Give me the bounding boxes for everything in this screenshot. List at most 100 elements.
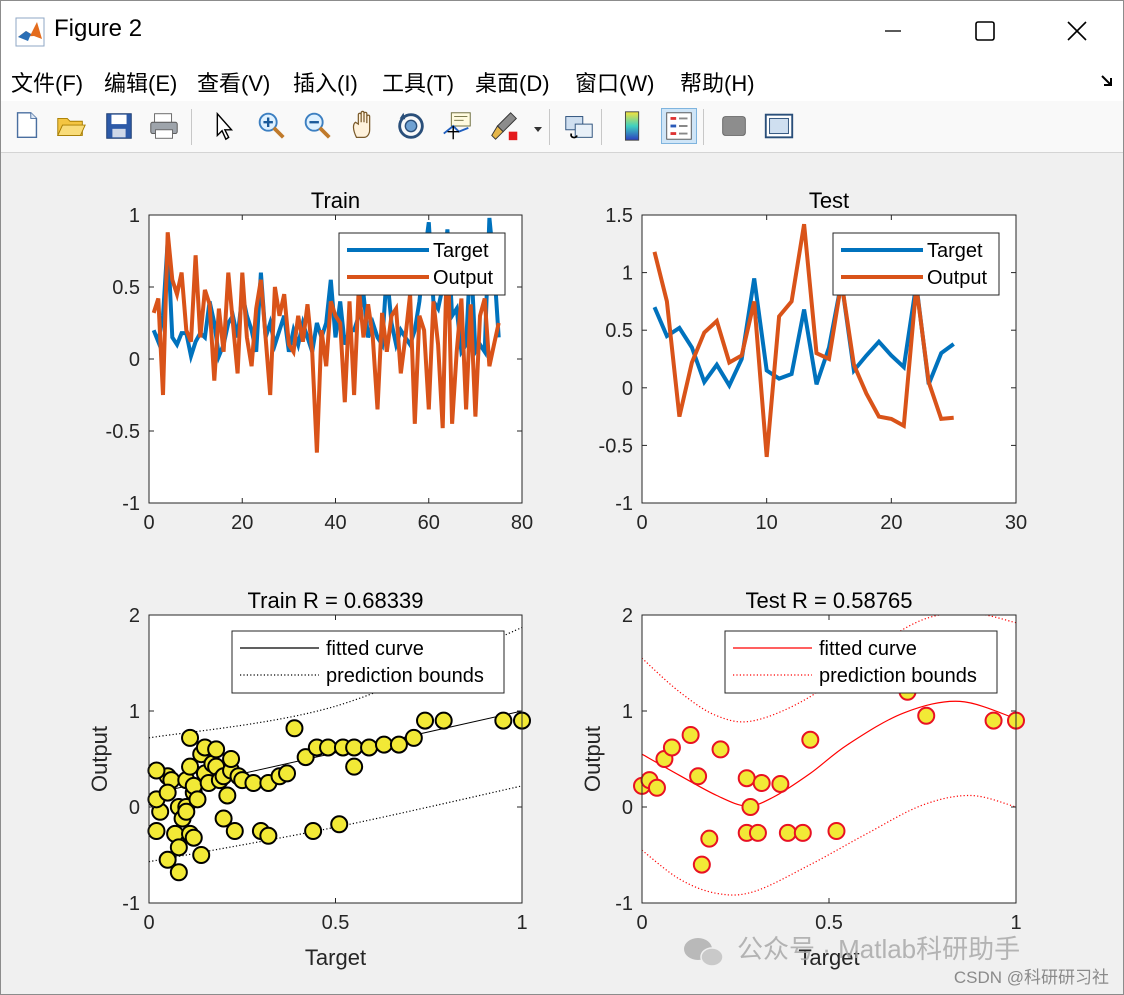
zoom-out-icon [304,112,331,139]
x-tick-label: 40 [324,512,346,534]
x-tick-label: 30 [1005,512,1027,534]
link-plot-icon [565,116,593,139]
y-tick-label: 1 [129,701,140,723]
x-tick-label: 20 [880,512,902,534]
data-point [345,738,364,757]
pan-button[interactable] [346,108,382,144]
series-line-output [652,223,954,458]
open-file-icon [57,117,86,136]
data-point [647,778,666,797]
zoom-out-button[interactable] [299,108,335,144]
dock-arrow-icon[interactable] [1099,73,1115,89]
csdn-watermark: CSDN @科研研习社 [954,968,1109,987]
data-point [296,748,315,767]
print-button[interactable] [146,108,182,144]
data-point [147,761,166,780]
zoom-in-icon [258,112,285,139]
data-point [319,738,338,757]
legend-box [832,232,1000,296]
data-point [737,769,756,788]
menu-insert[interactable]: 插入(I) [293,71,358,96]
legend[interactable]: Target Output [338,232,506,296]
colorbar-icon [624,111,640,141]
link-plot-button[interactable] [561,108,597,144]
hide-plot-tools-button[interactable] [716,108,752,144]
brush-dropdown-arrow[interactable] [533,121,543,132]
watermark: 公众号 · Matlab科研助手 CSDN @科研研习社 [684,934,1109,987]
chart-title: Train [311,188,360,213]
toolbar [1,101,1123,153]
save-button[interactable] [101,108,137,144]
legend-box [231,630,505,694]
legend-icon [666,112,692,140]
data-point [177,802,196,821]
data-point [389,735,408,754]
title-bar[interactable]: Figure 2 [1,1,1123,61]
legend[interactable]: fitted curve prediction bounds [724,630,998,694]
y-tick-label: 1 [622,701,633,723]
x-axis-label: Target [305,945,366,970]
show-plot-tools-button[interactable] [761,108,797,144]
y-tick-label: 2 [129,605,140,627]
menu-desktop[interactable]: 桌面(D) [475,71,550,96]
open-file-button[interactable] [53,108,89,144]
close-button[interactable] [1031,1,1123,61]
minimize-button[interactable] [847,1,939,61]
menu-tools[interactable]: 工具(T) [382,71,455,96]
menu-edit[interactable]: 编辑(E) [104,71,178,96]
colorbar-button[interactable] [615,108,651,144]
x-tick-label: 1 [516,912,527,934]
data-point [207,740,226,759]
legend-label: Output [433,267,493,289]
data-point [188,790,207,809]
prediction-bound-upper [642,615,1016,723]
x-tick-label: 20 [231,512,253,534]
legend-box [724,630,998,694]
hide-plot-tools-icon [722,116,746,136]
legend-button[interactable] [661,108,697,144]
data-point [681,726,700,744]
x-tick-label: 10 [756,512,778,534]
legend[interactable]: fitted curve prediction bounds [231,630,505,694]
data-cursor-button[interactable] [439,108,475,144]
y-tick-label: 0.5 [605,320,633,342]
y-tick-label: 0 [622,797,633,819]
menu-view[interactable]: 查看(V) [197,71,271,96]
data-point [434,711,453,730]
menu-help[interactable]: 帮助(H) [680,71,755,96]
legend[interactable]: Target Output [832,232,1000,296]
data-point [748,823,767,842]
data-point [662,738,681,757]
data-point [752,774,771,792]
new-figure-button[interactable] [9,108,45,144]
show-plot-tools-icon [764,113,794,139]
test-series-axes[interactable]: 0 10 20 30 -1 -0.5 0 0.5 1 1.5 Test Target Output [599,188,1028,534]
y-tick-label: 0.5 [112,277,140,299]
fitted-curve [642,700,1016,807]
maximize-button[interactable] [939,1,1031,61]
pan-icon [352,110,371,138]
train-series-axes[interactable]: 0 20 40 60 80 -1 -0.5 0 0.5 1 Train Target Output [106,188,534,534]
matlab-logo-icon [15,17,45,47]
menu-file[interactable]: 文件(F) [11,71,84,96]
legend-label: fitted curve [326,638,424,660]
brush-button[interactable] [487,108,523,144]
y-tick-label: -1 [615,493,633,515]
legend-label: prediction bounds [326,665,484,687]
edit-plot-button[interactable] [205,108,241,144]
data-point [741,798,760,816]
data-point [225,822,244,840]
data-point [801,730,820,749]
data-point [793,823,812,842]
zoom-in-button[interactable] [253,108,289,144]
edit-plot-icon [216,111,234,141]
y-tick-label: 0 [129,797,140,819]
data-point [214,809,233,828]
menu-window[interactable]: 窗口(W) [575,71,655,96]
rotate-3d-button[interactable] [393,108,429,144]
legend-label: Target [433,240,489,262]
